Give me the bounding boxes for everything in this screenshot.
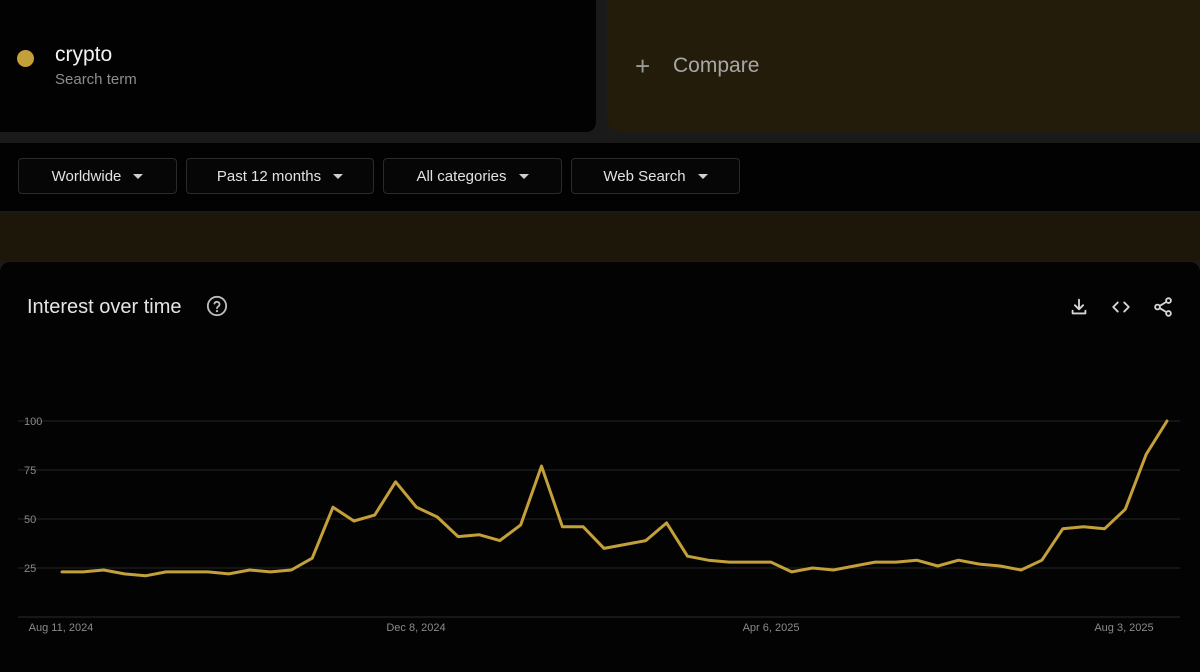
- compare-label: Compare: [673, 54, 760, 77]
- category-filter-label: All categories: [416, 167, 507, 185]
- download-icon[interactable]: [1068, 296, 1090, 318]
- embed-icon[interactable]: [1110, 296, 1132, 318]
- panel-title: Interest over time: [27, 296, 182, 318]
- series-line: [60, 419, 1169, 578]
- y-tick-label: 50: [24, 514, 36, 526]
- x-tick-label: Dec 8, 2024: [386, 622, 445, 634]
- time-range-filter-label: Past 12 months: [216, 167, 322, 185]
- plus-icon: +: [635, 51, 651, 81]
- time-range-filter-dropdown[interactable]: Past 12 months: [186, 158, 374, 194]
- interest-line-chart: 25 50 75 100 Aug 11, 2024 Dec 8, 2024 Apr 6, 2…: [18, 416, 1180, 634]
- chevron-down-icon: [133, 173, 144, 179]
- search-term-name: crypto: [55, 43, 113, 66]
- chevron-down-icon: [333, 173, 344, 179]
- filter-bar: Worldwide Past 12 months All categories …: [0, 143, 1200, 211]
- location-filter-dropdown[interactable]: Worldwide: [18, 158, 177, 194]
- help-icon[interactable]: [206, 295, 228, 317]
- interest-over-time-panel: Interest over time 25 50 75 100 Aug 11, 2024…: [0, 262, 1200, 672]
- y-tick-label: 25: [24, 563, 36, 575]
- chevron-down-icon: [697, 173, 708, 179]
- compare-button[interactable]: + Compare: [607, 0, 1200, 132]
- share-icon[interactable]: [1152, 296, 1174, 318]
- chevron-down-icon: [518, 173, 529, 179]
- x-tick-label: Apr 6, 2025: [743, 622, 800, 634]
- x-tick-label: Aug 11, 2024: [29, 622, 94, 634]
- location-filter-label: Worldwide: [51, 167, 122, 185]
- search-type-filter-dropdown[interactable]: Web Search: [571, 158, 740, 194]
- search-term-type: Search term: [55, 71, 137, 88]
- search-type-filter-label: Web Search: [603, 167, 686, 185]
- search-term-card[interactable]: crypto Search term: [0, 0, 596, 132]
- x-tick-label: Aug 3, 2025: [1094, 622, 1153, 634]
- category-filter-dropdown[interactable]: All categories: [383, 158, 562, 194]
- y-tick-label: 100: [24, 416, 42, 428]
- y-tick-label: 75: [24, 465, 36, 477]
- section-divider-band: [0, 213, 1200, 261]
- series-color-dot: [17, 50, 34, 67]
